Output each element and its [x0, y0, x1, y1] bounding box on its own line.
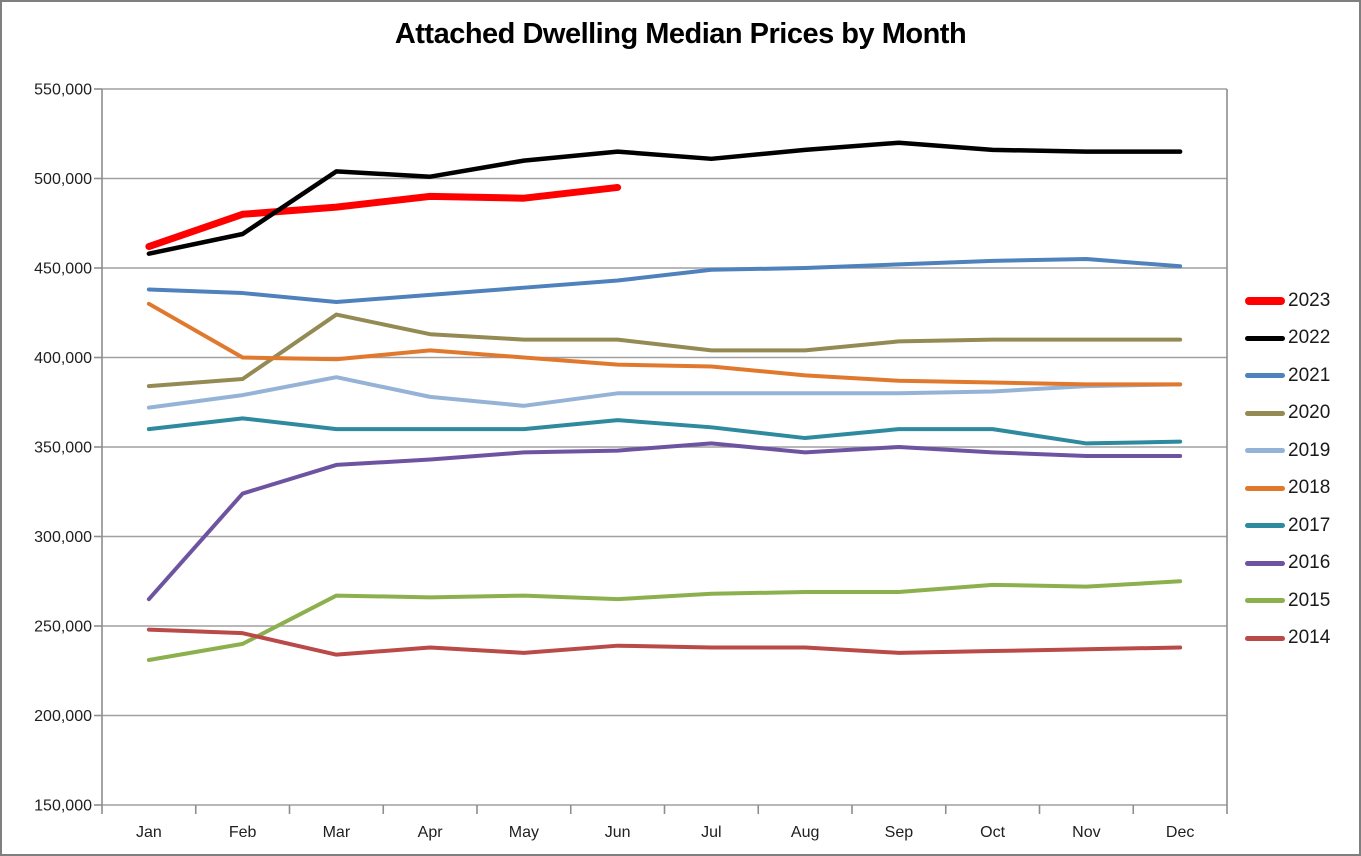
legend-swatch-2022 — [1245, 335, 1285, 341]
series-line-2023 — [145, 183, 622, 251]
y-tick-label: 250,000 — [34, 619, 92, 636]
legend-swatch-2016 — [1245, 560, 1285, 566]
series-line-2021 — [146, 257, 1183, 305]
legend-label-2020: 2020 — [1288, 402, 1331, 424]
legend-item-2016: 2016 — [1245, 545, 1330, 583]
x-tick-label: Sep — [885, 824, 914, 841]
legend-item-2020: 2020 — [1245, 395, 1330, 433]
x-tick-label: Jun — [605, 824, 631, 841]
series-line-2016 — [146, 441, 1183, 602]
y-tick-label: 350,000 — [34, 440, 92, 457]
y-tick-label: 300,000 — [34, 529, 92, 546]
legend-swatch-2017 — [1245, 523, 1285, 529]
x-tick-label: Feb — [229, 824, 257, 841]
legend-swatch-2019 — [1245, 448, 1285, 454]
legend-item-2023: 2023 — [1245, 282, 1330, 320]
legend-swatch-2020 — [1245, 410, 1285, 416]
legend-swatch-2014 — [1245, 635, 1285, 641]
legend-swatch-2021 — [1245, 373, 1285, 379]
series-line-2014 — [146, 627, 1183, 657]
legend-label-2015: 2015 — [1288, 589, 1331, 611]
legend-label-2021: 2021 — [1288, 364, 1331, 386]
x-tick-label: Oct — [980, 824, 1005, 841]
series-line-2019 — [146, 375, 1183, 410]
legend-label-2019: 2019 — [1288, 439, 1331, 461]
legend-item-2015: 2015 — [1245, 582, 1330, 620]
chart-legend: 2023 2022 2021 2020 2019 2018 2017 2016 2015 2014 — [1245, 282, 1330, 657]
legend-label-2018: 2018 — [1288, 477, 1331, 499]
x-tick-label: Jan — [136, 824, 162, 841]
legend-swatch-2018 — [1245, 485, 1285, 491]
series-line-2015 — [146, 579, 1183, 663]
x-tick-label: Nov — [1072, 824, 1100, 841]
y-tick-label: 400,000 — [34, 350, 92, 367]
legend-label-2023: 2023 — [1288, 289, 1331, 311]
legend-item-2019: 2019 — [1245, 432, 1330, 470]
x-tick-label: Aug — [791, 824, 819, 841]
y-tick-label: 200,000 — [34, 708, 92, 725]
x-tick-label: Jul — [701, 824, 721, 841]
chart-title: Attached Dwelling Median Prices by Month — [394, 18, 967, 50]
y-tick-label: 150,000 — [34, 798, 92, 815]
x-tick-label: Apr — [418, 824, 444, 841]
legend-label-2022: 2022 — [1288, 327, 1331, 349]
y-tick-label: 550,000 — [34, 82, 92, 99]
legend-item-2022: 2022 — [1245, 320, 1330, 358]
legend-label-2016: 2016 — [1288, 552, 1331, 574]
series-line-2017 — [146, 416, 1183, 446]
legend-item-2018: 2018 — [1245, 470, 1330, 508]
series-line-2020 — [146, 312, 1183, 389]
x-tick-label: Dec — [1166, 824, 1194, 841]
x-tick-label: Mar — [323, 824, 351, 841]
legend-label-2017: 2017 — [1288, 514, 1331, 536]
series-line-2022 — [146, 140, 1183, 256]
legend-label-2014: 2014 — [1288, 627, 1331, 649]
legend-swatch-2023 — [1245, 296, 1285, 305]
legend-item-2014: 2014 — [1245, 620, 1330, 658]
x-tick-label: May — [509, 824, 539, 841]
legend-item-2021: 2021 — [1245, 357, 1330, 395]
y-tick-label: 500,000 — [34, 171, 92, 188]
series-line-2018 — [146, 301, 1183, 387]
legend-swatch-2015 — [1245, 598, 1285, 604]
y-tick-label: 450,000 — [34, 261, 92, 278]
legend-item-2017: 2017 — [1245, 507, 1330, 545]
